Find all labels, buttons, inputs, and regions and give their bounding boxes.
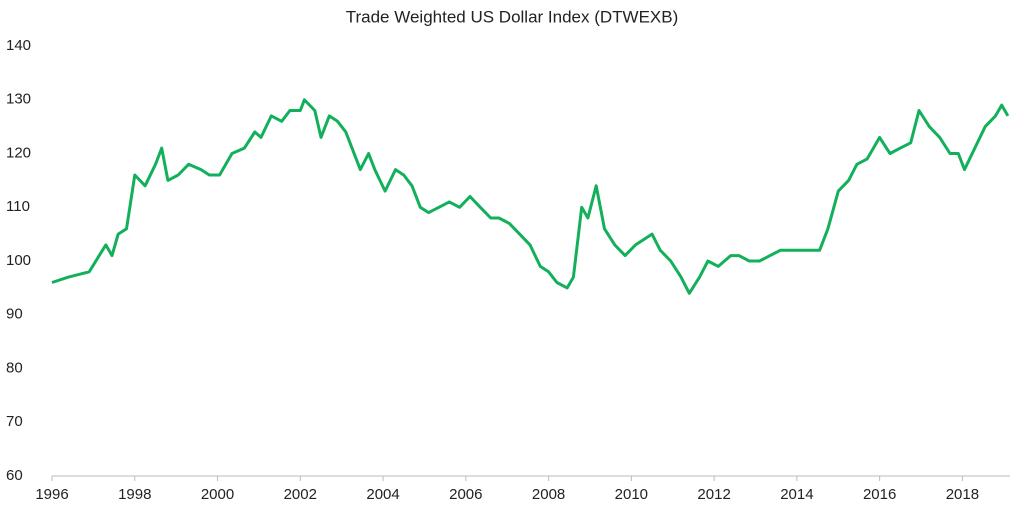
y-tick-label: 90 [6, 306, 23, 323]
x-tick-label: 2006 [449, 486, 482, 503]
x-tick-label: 2018 [946, 486, 979, 503]
y-tick-label: 80 [6, 359, 23, 376]
x-tick-label: 2002 [284, 486, 317, 503]
x-tick-label: 1998 [118, 486, 151, 503]
x-tick-label: 2010 [615, 486, 648, 503]
x-tick-label: 2000 [201, 486, 234, 503]
x-tick-label: 2008 [532, 486, 565, 503]
y-tick-label: 70 [6, 413, 23, 430]
x-tick-label: 1996 [35, 486, 68, 503]
y-tick-label: 100 [6, 252, 31, 269]
chart-title: Trade Weighted US Dollar Index (DTWEXB) [346, 7, 679, 26]
data-line [51, 98, 1010, 295]
y-tick-label: 130 [6, 91, 31, 108]
y-tick-label: 110 [6, 198, 30, 215]
x-tick-label: 2014 [780, 486, 813, 503]
y-tick-label: 120 [6, 144, 31, 161]
x-tick-label: 2016 [863, 486, 896, 503]
y-tick-label: 140 [6, 37, 31, 54]
y-tick-label: 60 [6, 467, 23, 484]
x-tick-label: 2004 [366, 486, 399, 503]
x-tick-label: 2012 [697, 486, 730, 503]
